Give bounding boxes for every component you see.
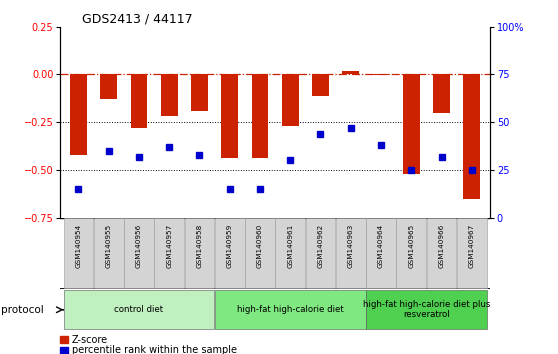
Bar xyxy=(64,218,93,288)
Text: GSM140964: GSM140964 xyxy=(378,223,384,268)
Text: GSM140958: GSM140958 xyxy=(196,223,203,268)
Bar xyxy=(215,218,244,288)
Bar xyxy=(366,218,396,288)
Bar xyxy=(366,290,487,329)
Bar xyxy=(124,218,154,288)
Bar xyxy=(306,218,335,288)
Text: GSM140960: GSM140960 xyxy=(257,223,263,268)
Text: GSM140959: GSM140959 xyxy=(227,223,233,268)
Bar xyxy=(464,74,480,199)
Text: GDS2413 / 44117: GDS2413 / 44117 xyxy=(81,12,193,25)
Text: GSM140957: GSM140957 xyxy=(166,223,172,268)
Bar xyxy=(70,74,86,155)
Bar xyxy=(252,74,268,159)
Bar xyxy=(312,74,329,96)
Bar xyxy=(457,218,487,288)
Bar xyxy=(155,218,184,288)
Text: control diet: control diet xyxy=(114,305,163,314)
Bar xyxy=(403,74,420,174)
Bar xyxy=(94,218,123,288)
Bar xyxy=(276,218,305,288)
Text: GSM140955: GSM140955 xyxy=(105,223,112,268)
Text: GSM140956: GSM140956 xyxy=(136,223,142,268)
Bar xyxy=(427,218,456,288)
Bar xyxy=(100,74,117,99)
Bar xyxy=(191,74,208,111)
Text: protocol: protocol xyxy=(1,305,44,315)
Text: Z-score: Z-score xyxy=(72,335,108,345)
Bar xyxy=(433,74,450,113)
Bar xyxy=(396,218,426,288)
Bar xyxy=(222,74,238,159)
Text: GSM140965: GSM140965 xyxy=(408,223,414,268)
Bar xyxy=(64,290,214,329)
Text: GSM140967: GSM140967 xyxy=(469,223,475,268)
Bar xyxy=(131,74,147,128)
Text: GSM140962: GSM140962 xyxy=(318,223,324,268)
Text: GSM140966: GSM140966 xyxy=(439,223,445,268)
Bar xyxy=(245,218,275,288)
Text: GSM140963: GSM140963 xyxy=(348,223,354,268)
Text: percentile rank within the sample: percentile rank within the sample xyxy=(72,346,237,354)
Bar xyxy=(282,74,299,126)
Text: GSM140954: GSM140954 xyxy=(75,223,81,268)
Text: high-fat high-calorie diet plus
resveratrol: high-fat high-calorie diet plus resverat… xyxy=(363,300,490,319)
Bar xyxy=(161,74,177,116)
Bar xyxy=(336,218,365,288)
Text: GSM140961: GSM140961 xyxy=(287,223,293,268)
Bar xyxy=(373,74,389,75)
Bar xyxy=(215,290,365,329)
Text: high-fat high-calorie diet: high-fat high-calorie diet xyxy=(237,305,344,314)
Bar xyxy=(185,218,214,288)
Bar xyxy=(343,70,359,74)
